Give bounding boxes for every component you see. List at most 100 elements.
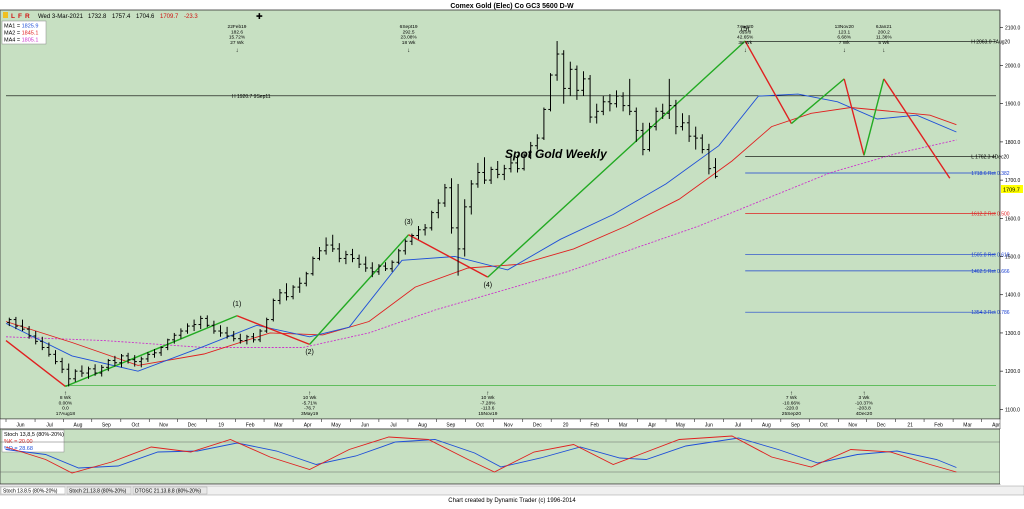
price-tick-label: 2000.0 xyxy=(1005,63,1021,69)
date-tick-label: 20 xyxy=(563,423,569,429)
date-tick-label: Apr xyxy=(304,423,312,429)
date-tick-label: Sep xyxy=(446,423,455,429)
price-bar xyxy=(416,225,421,240)
price-bar xyxy=(191,319,197,332)
price-bar xyxy=(396,248,401,265)
ma2-line xyxy=(5,107,957,366)
tab-stoch-13[interactable]: Stoch 13.8.5 (80%-20%) xyxy=(0,486,66,495)
price-bar xyxy=(587,75,593,123)
date-tick-label: Apr xyxy=(992,423,1000,429)
up-arrow-icon: ↑ xyxy=(790,391,793,397)
price-bar xyxy=(205,315,210,328)
date-tick-label: Sep xyxy=(102,423,111,429)
price-bar xyxy=(488,166,494,184)
price-bar xyxy=(469,180,474,215)
control-l[interactable]: L xyxy=(11,13,15,20)
price-bar xyxy=(178,328,184,339)
tab-stoch-13-label[interactable]: Stoch 13.8.5 (80%-20%) xyxy=(3,489,58,495)
level-label: 1718.6 Ret 0.382 xyxy=(971,171,1010,177)
date-tick-label: Jun xyxy=(361,423,369,429)
ma4-line xyxy=(5,139,957,348)
price-bar xyxy=(13,316,19,330)
tab-stoch-21-bg[interactable] xyxy=(66,486,132,495)
stochastic-lines xyxy=(0,435,1000,474)
price-tick-label: 1500.0 xyxy=(1005,255,1021,261)
swing-low-annotation: 0.00% xyxy=(59,400,73,406)
price-bar xyxy=(119,353,124,368)
swing-high-annotation: 6Sept19 xyxy=(400,24,418,30)
swing-high-annotation: 27 Wk xyxy=(230,40,244,46)
price-bar xyxy=(422,224,428,236)
date-tick-label: Aug xyxy=(762,423,771,429)
menu-icon[interactable] xyxy=(3,12,8,18)
price-bar xyxy=(125,352,131,364)
price-tick-label: 1600.0 xyxy=(1005,216,1021,222)
wave-label: (2) xyxy=(305,349,314,356)
tab-stoch-21[interactable]: Stoch 21.13.8 (80%-20%) xyxy=(66,486,132,495)
price-bar xyxy=(244,334,250,345)
crosshair-icon: ✚ xyxy=(256,12,263,21)
price-bar xyxy=(33,331,38,345)
date-tick-label: Mar xyxy=(963,423,972,429)
date-tick-label: Jun xyxy=(16,423,24,429)
date-tick-label: Feb xyxy=(934,423,943,429)
price-bar xyxy=(680,113,685,131)
swing-low-annotation: -5.71% xyxy=(302,400,318,406)
stoch-params: Stoch 13,8,5 (80%-20%) xyxy=(4,432,64,438)
price-bar xyxy=(409,233,415,246)
price-bar xyxy=(257,329,263,343)
control-r[interactable]: R xyxy=(25,13,30,20)
price-bar xyxy=(198,315,203,330)
price-bar xyxy=(647,122,652,152)
swing-low-annotation: 4Dec20 xyxy=(856,411,873,417)
tab-dtosc-bg[interactable] xyxy=(132,486,208,495)
last-price-label: 1709.7 xyxy=(1003,188,1020,194)
wave-segment xyxy=(408,234,489,278)
swing-low-annotation: 8 Wk xyxy=(60,395,72,401)
price-bar xyxy=(614,90,619,108)
swing-low-annotation: 0.0 xyxy=(62,406,69,412)
swing-high-annotation: 42.65% xyxy=(737,35,754,41)
swing-high-annotation: 616.8 xyxy=(739,29,751,35)
swing-high-annotation: 7 Wk xyxy=(839,40,851,46)
control-f[interactable]: F xyxy=(18,13,22,20)
date-tick-label: Oct xyxy=(131,423,139,429)
price-bar xyxy=(290,285,296,300)
swing-high-annotation: 123.1 xyxy=(838,29,850,35)
price-bar xyxy=(86,366,91,379)
swing-low-annotation: 3 Wk xyxy=(859,395,871,401)
price-tick-label: 1800.0 xyxy=(1005,140,1021,146)
price-bar xyxy=(218,325,223,337)
tab-stoch-21-label[interactable]: Stoch 21.13.8 (80%-20%) xyxy=(69,489,127,495)
date-tick-label: 19 xyxy=(218,423,224,429)
tab-stoch-13-bg[interactable] xyxy=(0,486,66,495)
swing-high-annotation: 23.08% xyxy=(400,35,417,41)
price-bar xyxy=(673,99,679,135)
date-tick-label: Nov xyxy=(504,423,513,429)
wave-segment xyxy=(5,340,66,387)
date-tick-label: Jul xyxy=(46,423,52,429)
price-bar xyxy=(323,237,329,255)
wave-segment xyxy=(744,40,793,124)
price-bar xyxy=(568,61,573,97)
price-bar xyxy=(554,41,560,81)
price-bar xyxy=(251,332,256,343)
wave-segment xyxy=(487,40,746,278)
ma-legend: MA1 = 1825.9 MA2 = 1845.1 MA4 = 1805.1 xyxy=(1,20,47,45)
price-panel xyxy=(0,9,1001,420)
stochastic-legend-box xyxy=(1,429,65,453)
swing-low-annotation: -113.6 xyxy=(481,406,495,412)
price-tick-label: 1200.0 xyxy=(1005,369,1021,375)
header-close: 1709.7 xyxy=(160,14,179,20)
tab-dtosc[interactable]: DTOSC 21.13.8.8 (80%-20%) xyxy=(132,486,208,495)
price-bar xyxy=(46,342,52,357)
price-bar xyxy=(238,333,243,344)
price-bar xyxy=(521,153,527,171)
price-bar xyxy=(185,323,190,334)
date-tick-label: Sep xyxy=(791,423,800,429)
tab-dtosc-label[interactable]: DTOSC 21.13.8.8 (80%-20%) xyxy=(135,489,201,495)
price-bar xyxy=(634,107,639,142)
price-bar xyxy=(350,248,355,263)
